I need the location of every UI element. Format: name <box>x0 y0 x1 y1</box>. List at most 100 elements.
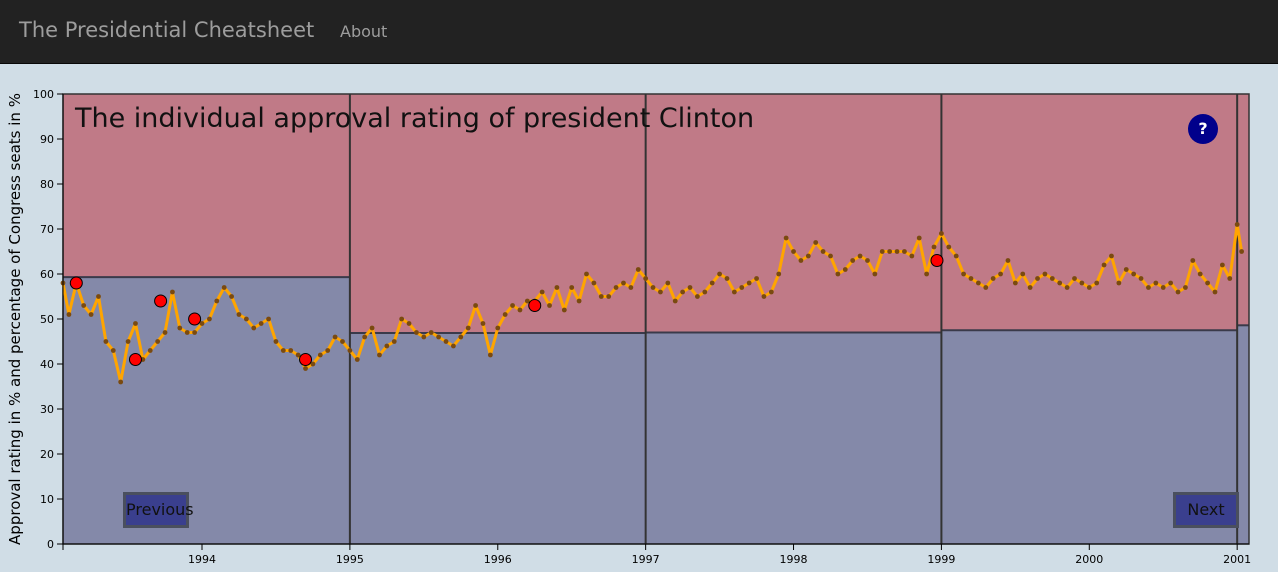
approval-point <box>702 289 708 295</box>
approval-point <box>184 330 190 335</box>
approval-point <box>1146 285 1151 290</box>
approval-point <box>628 285 634 290</box>
approval-point <box>1116 280 1122 286</box>
approval-point <box>576 298 582 304</box>
approval-point <box>887 249 893 254</box>
minority-region <box>645 332 942 544</box>
approval-point <box>66 312 72 317</box>
approval-point <box>133 321 138 326</box>
next-button[interactable]: Next <box>1173 492 1239 528</box>
approval-point <box>805 253 811 259</box>
approval-point <box>1138 276 1144 281</box>
event-marker[interactable] <box>930 254 944 267</box>
event-marker[interactable] <box>299 353 313 366</box>
x-tick-label: 1996 <box>484 553 512 566</box>
y-tick-label: 0 <box>47 538 54 551</box>
approval-point <box>1153 280 1159 286</box>
approval-point <box>1190 258 1196 263</box>
previous-button[interactable]: Previous <box>123 492 194 528</box>
approval-point <box>347 348 353 353</box>
approval-point <box>458 334 464 340</box>
approval-point <box>487 352 493 358</box>
approval-point <box>1086 285 1092 290</box>
event-marker[interactable] <box>128 353 142 366</box>
approval-point <box>1212 289 1218 295</box>
approval-point <box>1234 222 1240 227</box>
approval-point <box>961 271 966 277</box>
approval-point <box>377 352 382 358</box>
approval-point <box>1160 285 1166 290</box>
y-tick-label: 60 <box>40 268 54 281</box>
approval-point <box>288 348 294 353</box>
approval-point <box>902 249 907 254</box>
approval-point <box>340 339 345 344</box>
approval-point <box>406 321 412 326</box>
approval-point <box>828 253 833 259</box>
approval-point <box>1239 249 1245 254</box>
approval-point <box>214 298 220 304</box>
event-marker[interactable] <box>69 276 83 290</box>
approval-point <box>162 330 168 335</box>
approval-point <box>495 325 501 331</box>
approval-point <box>1020 271 1026 277</box>
approval-point <box>761 294 767 299</box>
event-marker[interactable] <box>528 299 542 312</box>
approval-point <box>103 339 109 344</box>
approval-point <box>177 325 183 331</box>
brand-title[interactable]: The Presidential Cheatsheet <box>19 18 315 42</box>
approval-point <box>325 348 331 353</box>
approval-point <box>266 316 271 322</box>
approval-point <box>946 244 952 250</box>
approval-point <box>894 249 900 254</box>
approval-point <box>1057 280 1063 286</box>
approval-point <box>332 334 338 340</box>
approval-point <box>243 316 249 322</box>
approval-point <box>399 316 405 322</box>
approval-point <box>739 285 745 290</box>
y-tick-label: 30 <box>40 403 54 416</box>
approval-point <box>199 321 205 326</box>
approval-point <box>746 280 752 286</box>
approval-point <box>391 339 397 344</box>
y-tick-label: 10 <box>40 493 54 506</box>
approval-point <box>118 379 124 385</box>
approval-point <box>1219 262 1225 268</box>
axes: 0 10 20 30 40 50 60 70 80 90 100 1994 1995 1996 1997 19… <box>33 88 1251 566</box>
approval-point <box>842 267 848 272</box>
approval-point <box>635 267 641 272</box>
approval-point <box>1227 276 1233 281</box>
approval-point <box>968 276 974 281</box>
approval-point <box>451 343 456 349</box>
approval-point <box>584 271 589 277</box>
approval-point <box>865 258 870 263</box>
approval-point <box>192 330 198 335</box>
approval-point <box>207 316 212 322</box>
help-button[interactable]: ? <box>1188 114 1218 144</box>
approval-point <box>990 276 996 281</box>
approval-point <box>110 348 116 353</box>
y-tick-label: 40 <box>40 358 54 371</box>
event-marker[interactable] <box>188 312 202 326</box>
approval-point <box>1049 276 1055 281</box>
x-tick-label: 1998 <box>780 553 808 566</box>
approval-points <box>60 222 1245 385</box>
approval-point <box>1123 267 1129 272</box>
majority-region <box>941 94 1238 331</box>
event-marker[interactable] <box>154 294 168 308</box>
approval-point <box>1101 262 1107 268</box>
x-tick-label: 1997 <box>632 553 660 566</box>
approval-point <box>768 289 774 295</box>
approval-point <box>621 280 626 286</box>
approval-point <box>931 244 937 250</box>
approval-point <box>1079 280 1085 286</box>
approval-point <box>510 303 515 308</box>
approval-point <box>1109 253 1114 259</box>
approval-point <box>776 271 782 277</box>
approval-point <box>665 280 671 286</box>
nav-about-link[interactable]: About <box>340 22 388 41</box>
approval-point <box>791 249 796 254</box>
approval-point <box>229 294 234 299</box>
approval-point <box>975 280 981 286</box>
chart-title: The individual approval rating of presid… <box>75 103 755 134</box>
approval-point <box>384 343 390 349</box>
